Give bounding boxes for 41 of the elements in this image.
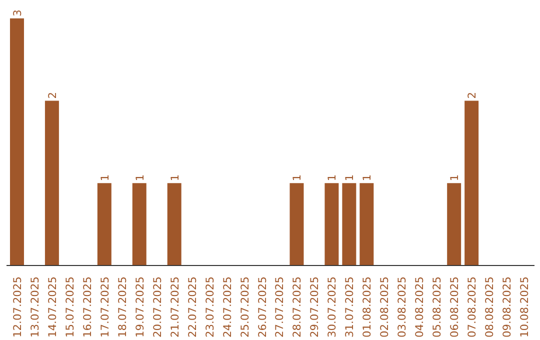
data-label: 1 bbox=[168, 174, 182, 182]
data-label: 1 bbox=[326, 174, 339, 182]
data-label: 1 bbox=[98, 174, 112, 182]
x-tick-label: 09.08.2025 bbox=[500, 276, 514, 338]
x-tick-label: 10.08.2025 bbox=[518, 276, 532, 338]
data-label: 2 bbox=[466, 92, 479, 99]
x-tick-label: 15.07.2025 bbox=[63, 276, 76, 338]
x-tick-label: 23.07.2025 bbox=[203, 276, 216, 338]
data-label: 1 bbox=[360, 174, 374, 182]
x-tick-label: 16.07.2025 bbox=[80, 276, 94, 338]
x-tick-label: 29.07.2025 bbox=[308, 276, 322, 338]
x-tick-label: 26.07.2025 bbox=[256, 276, 269, 338]
x-tick-label: 02.08.2025 bbox=[378, 276, 392, 338]
data-label: 1 bbox=[290, 174, 304, 182]
x-tick-label: 24.07.2025 bbox=[220, 276, 234, 338]
x-tick-label: 08.08.2025 bbox=[483, 276, 496, 338]
data-label: 1 bbox=[448, 174, 462, 182]
x-tick-label: 28.07.2025 bbox=[290, 276, 304, 338]
x-tick-label: 04.08.2025 bbox=[413, 276, 426, 338]
x-tick-label: 30.07.2025 bbox=[326, 276, 339, 338]
x-tick-label: 18.07.2025 bbox=[116, 276, 129, 338]
x-tick-label: 20.07.2025 bbox=[150, 276, 164, 338]
data-label: 1 bbox=[343, 174, 356, 182]
data-label: 2 bbox=[46, 92, 59, 99]
x-tick-label: 05.08.2025 bbox=[430, 276, 444, 338]
x-tick-label: 14.07.2025 bbox=[46, 276, 59, 338]
x-tick-label: 19.07.2025 bbox=[133, 276, 146, 338]
data-label: 3 bbox=[10, 10, 24, 16]
data-label: 1 bbox=[133, 174, 146, 182]
x-tick-label: 25.07.2025 bbox=[238, 276, 252, 338]
x-tick-label: 01.08.2025 bbox=[360, 276, 374, 338]
x-tick-label: 06.08.2025 bbox=[448, 276, 462, 338]
x-tick-label: 03.08.2025 bbox=[396, 276, 409, 338]
x-tick-label: 31.07.2025 bbox=[343, 276, 356, 338]
x-tick-label: 13.07.2025 bbox=[28, 276, 42, 338]
x-tick-label: 27.07.2025 bbox=[273, 276, 286, 338]
x-tick-label: 07.08.2025 bbox=[466, 276, 479, 338]
x-tick-label: 22.07.2025 bbox=[186, 276, 199, 338]
x-tick-label: 21.07.2025 bbox=[168, 276, 182, 338]
x-tick-label: 17.07.2025 bbox=[98, 276, 112, 338]
x-tick-label: 12.07.2025 bbox=[10, 276, 24, 338]
